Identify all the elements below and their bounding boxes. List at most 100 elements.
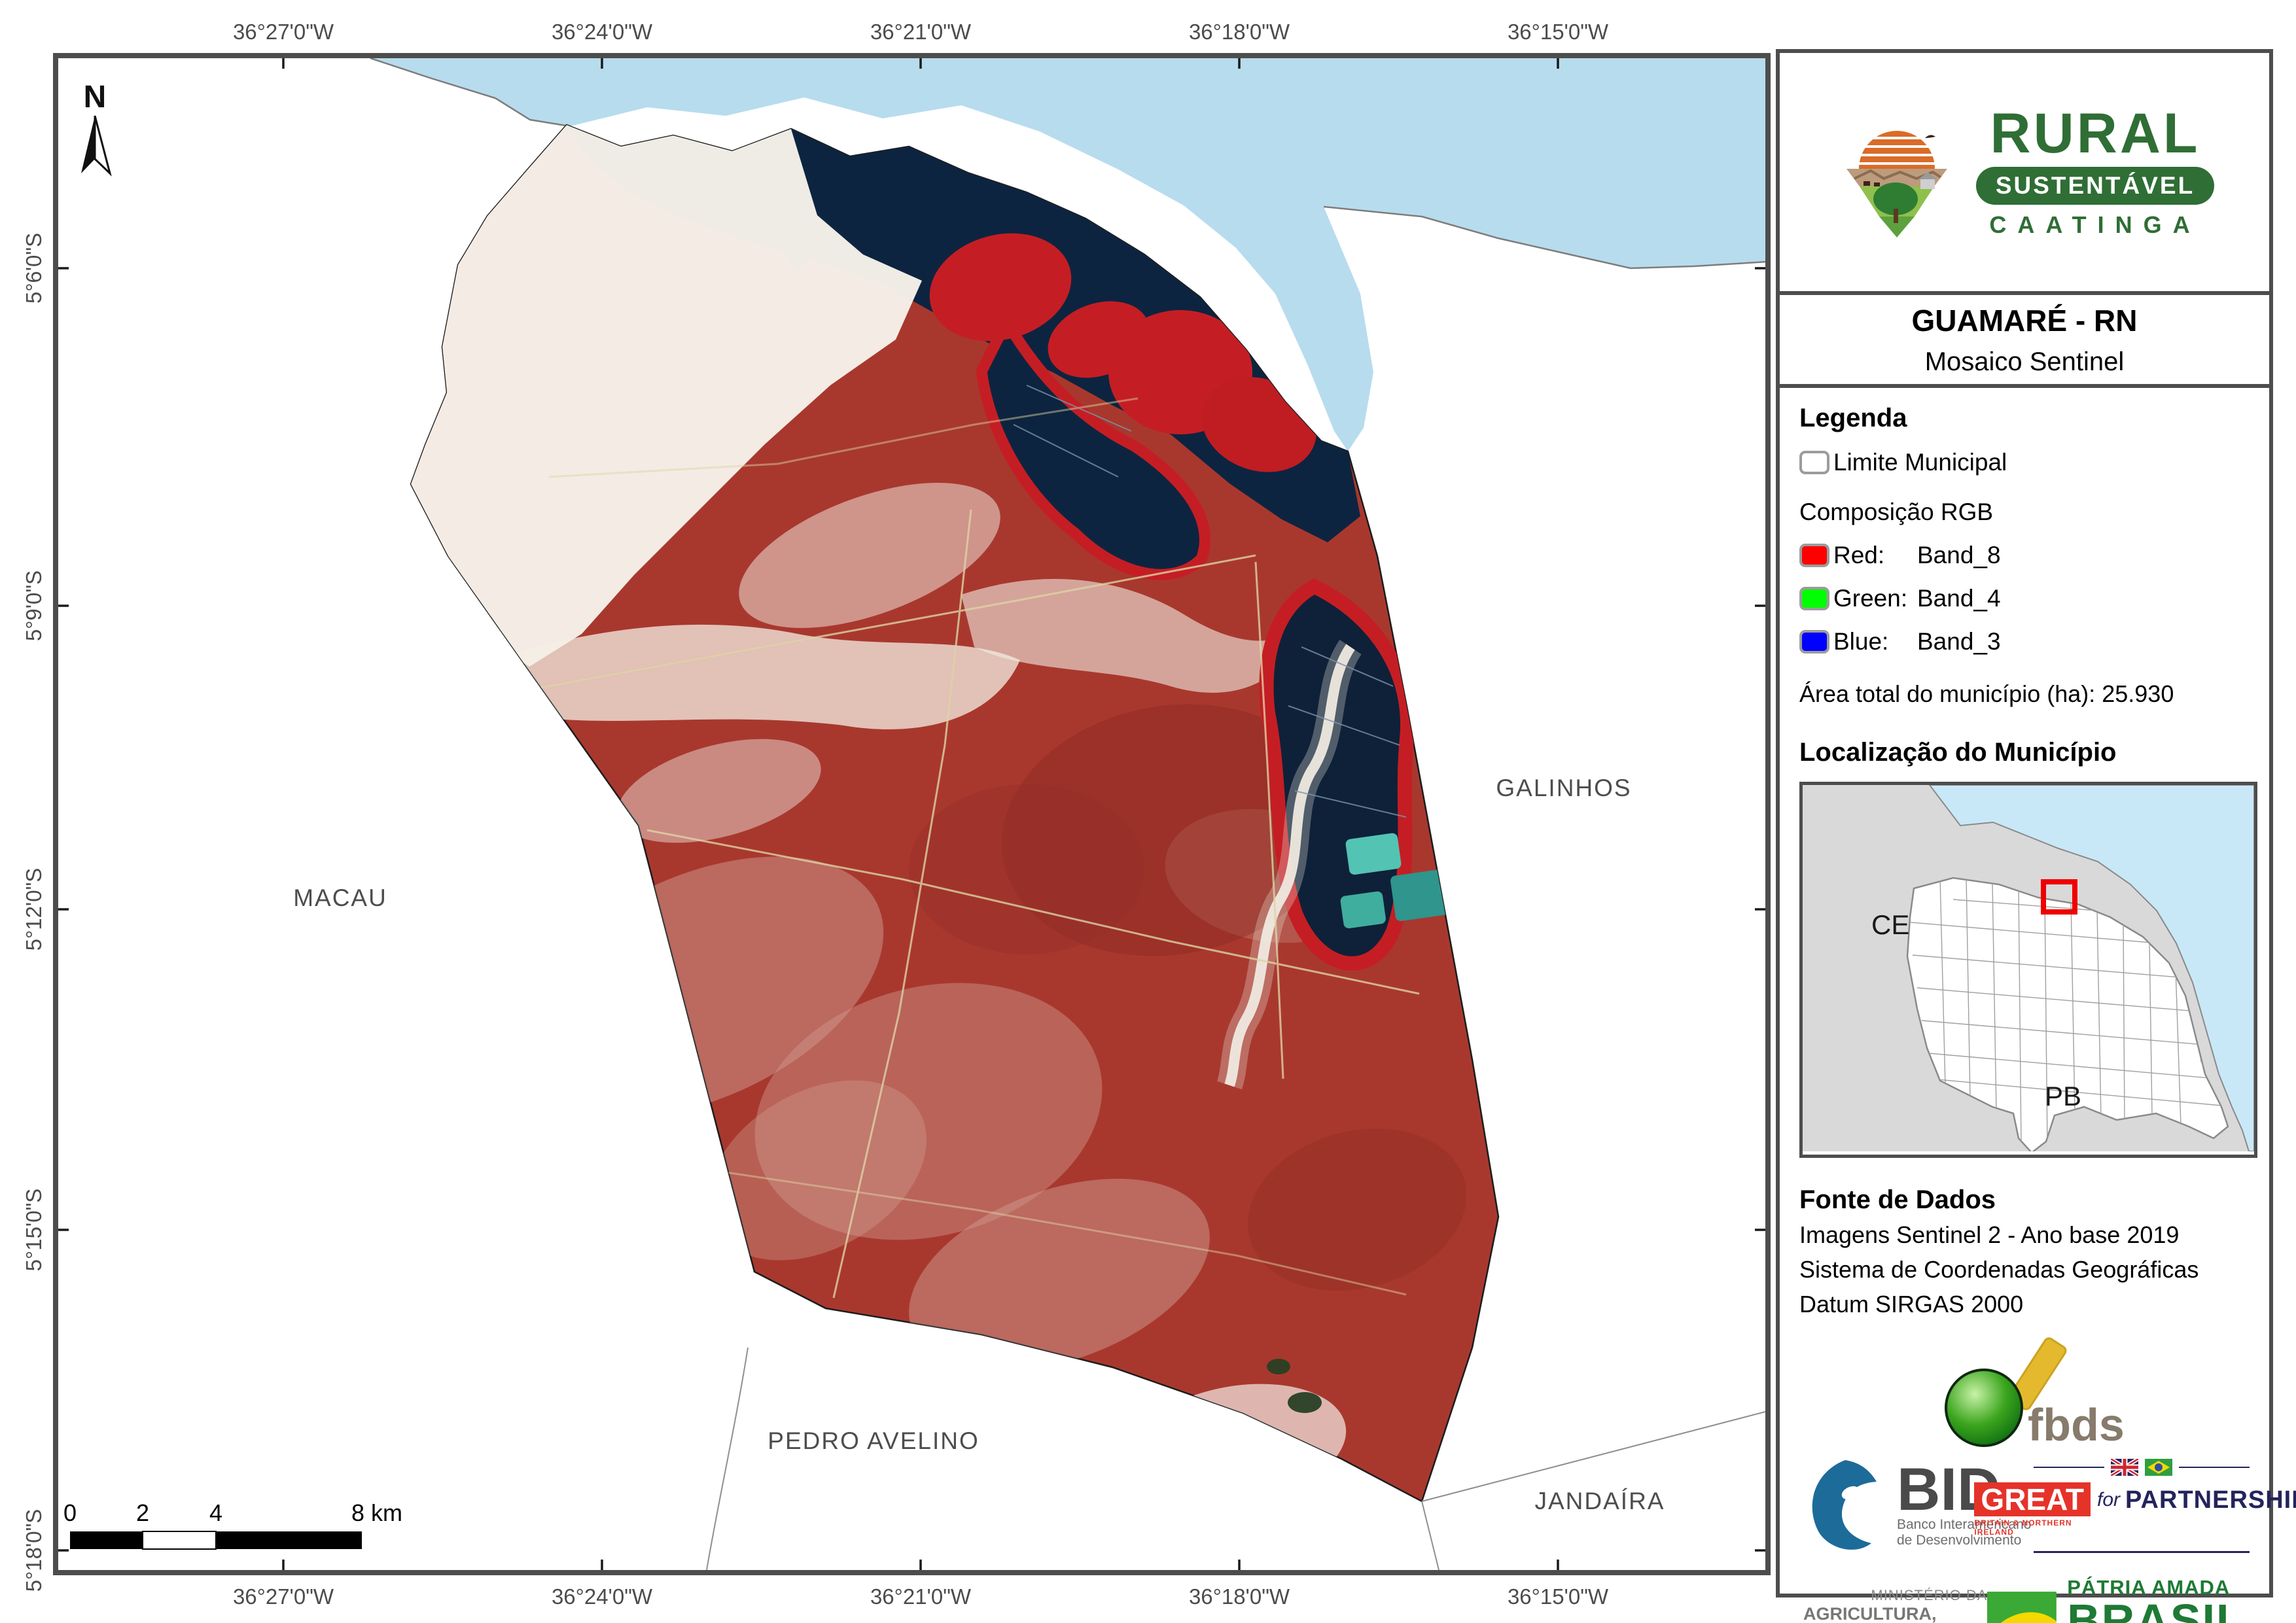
ministry-line-2: AGRICULTURA, PECUÁRIA [1803,1604,1937,1623]
scale-tick-4: 4 [209,1499,222,1526]
main-map-canvas: MACAU GALINHOS PEDRO AVELINO JANDAÍRA N … [53,53,1771,1575]
inset-highlight-guamare [2041,879,2077,915]
place-label-galinhos: GALINHOS [1496,775,1631,801]
blue-band-swatch [1799,630,1829,654]
source-line-2: Sistema de Coordenadas Geográficas [1799,1256,2199,1283]
place-label-jandaira: JANDAÍRA [1535,1488,1665,1514]
limite-municipal-label: Limite Municipal [1833,449,2007,476]
lon-label-top-3: 36°21'0"W [870,20,972,44]
lat-label-1: 5°6'0"S [22,232,46,304]
legend-heading: Legenda [1799,404,1907,432]
coastline [370,58,1765,270]
bid-logo-icon [1812,1460,1877,1550]
bid-sub-1: Banco Interamericano [1897,1517,2032,1533]
great-main: GREAT BRITAIN & NORTHERN IRELAND for PAR… [1974,1482,2296,1537]
place-label-pedro-avelino: PEDRO AVELINO [768,1427,979,1454]
north-arrow-icon: N [81,80,112,177]
brasil-line-1: PÁTRIA AMADA [2067,1576,2231,1599]
limite-municipal-swatch [1799,451,1829,474]
scale-tick-0: 0 [63,1499,77,1526]
green-band-swatch [1799,587,1829,610]
patria-amada-brasil-logo: PÁTRIA AMADA BRASIL GOVERNO FEDERAL [1987,1577,2250,1623]
brasil-line-2: BRASIL [2067,1595,2246,1623]
scale-tick-2: 2 [136,1499,149,1526]
lon-label-top-5: 36°15'0"W [1507,20,1609,44]
brazil-flag-icon [2145,1458,2172,1476]
lon-label-bottom-4: 36°18'0"W [1188,1584,1290,1609]
lat-label-2: 5°9'0"S [22,570,46,642]
rgb-composition-heading: Composição RGB [1799,498,1994,525]
location-inset-map: CE PB [1799,782,2257,1158]
municipal-boundary-lines [706,1347,1765,1570]
lat-label-3: 5°12'0"S [22,867,46,951]
blue-band-label: Blue: [1833,628,1889,655]
great-wordmark: GREAT [1974,1482,2091,1517]
fbds-logo-icon: fbds [1945,1337,2123,1450]
blue-band-value: Band_3 [1917,628,2001,655]
green-band-label: Green: [1833,585,1908,612]
flag-rule-right [2179,1466,2250,1468]
brasil-flag-block-icon [1987,1591,2057,1623]
lon-label-top-2: 36°24'0"W [551,20,653,44]
brand-rural: RURAL [1990,102,2200,165]
location-heading: Localização do Município [1799,738,2117,767]
lat-label-5: 5°18'0"S [22,1509,46,1592]
great-partnership-word: PARTNERSHIP [2125,1486,2296,1514]
source-line-3: Datum SIRGAS 2000 [1799,1291,2024,1318]
scale-tick-8km: 8 km [351,1499,402,1526]
great-flags [2034,1458,2250,1476]
brand-sustentavel: SUSTENTÁVEL [1975,167,2215,205]
layout-side-panel: RURAL SUSTENTÁVEL CAATINGA GUAMARÉ - RN … [1776,49,2296,1623]
legend-item-blue: Blue: Band_3 [1799,628,2250,655]
inset-municipality-lines [1910,878,2228,1145]
brasil-text: PÁTRIA AMADA BRASIL GOVERNO FEDERAL [2067,1577,2250,1623]
lon-label-bottom-1: 36°27'0"W [232,1584,334,1609]
lon-label-bottom-5: 36°15'0"W [1507,1584,1609,1609]
great-for-word: for [2097,1488,2121,1510]
bid-sub-2: de Desenvolvimento [1897,1533,2022,1548]
great-bottom-rule [2034,1551,2250,1554]
ocean-area [370,58,1765,451]
flag-rule-left [2034,1466,2104,1468]
lat-label-4: 5°15'0"S [22,1188,46,1272]
north-arrow-label: N [84,80,107,114]
map-title: GUAMARÉ - RN [1911,303,2138,338]
panel-content: Legenda Limite Municipal Composição RGB … [1780,388,2296,1623]
legend-item-green: Green: Band_4 [1799,585,2250,612]
fbds-wordmark: fbds [2028,1399,2123,1450]
inset-label-pb: PB [2045,1081,2081,1111]
ministry-line-1: MINISTÉRIO DA [1871,1587,1988,1603]
map-title-box: GUAMARÉ - RN Mosaico Sentinel [1780,295,2269,388]
graticule-ticks [58,58,1765,1570]
great-partnership-logo: GREAT BRITAIN & NORTHERN IRELAND for PAR… [1974,1458,2296,1554]
lon-label-bottom-2: 36°24'0"W [551,1584,653,1609]
map-subtitle: Mosaico Sentinel [1924,347,2125,376]
program-logo-box: RURAL SUSTENTÁVEL CAATINGA [1780,53,2269,295]
program-logo-text: RURAL SUSTENTÁVEL CAATINGA [1975,102,2215,239]
rural-sustentavel-icon [1846,130,1947,237]
red-band-swatch [1799,544,1829,567]
scale-bar: 0 2 4 8 km [63,1499,402,1550]
legend-item-red: Red: Band_8 [1799,542,2250,569]
source-heading: Fonte de Dados [1799,1185,1996,1214]
inset-map-svg: CE PB [1803,784,2255,1154]
inset-label-ce: CE [1871,909,1909,940]
map-svg: MACAU GALINHOS PEDRO AVELINO JANDAÍRA N … [58,58,1765,1570]
legend-item-limite: Limite Municipal [1799,449,2250,476]
sentinel-mosaic-texture [411,125,1467,1501]
great-sub-text: BRITAIN & NORTHERN IRELAND [1974,1518,2072,1537]
red-band-value: Band_8 [1917,542,2001,568]
fbds-logo: fbds [1799,1336,2250,1450]
source-line-1: Imagens Sentinel 2 - Ano base 2019 [1799,1221,2180,1248]
red-band-label: Red: [1833,542,1885,568]
green-band-value: Band_4 [1917,585,2001,612]
lon-label-top-4: 36°18'0"W [1188,20,1290,44]
lon-label-top-1: 36°27'0"W [232,20,334,44]
place-label-macau: MACAU [293,884,387,911]
total-area-text: Área total do município (ha): 25.930 [1799,680,2174,707]
partner-logos-row: BID Banco Interamericano de Desenvolvime… [1799,1457,2296,1555]
ministry-logo-text: MINISTÉRIO DA AGRICULTURA, PECUÁRIA E AB… [1803,1587,1987,1623]
uk-flag-icon [2111,1458,2138,1476]
brand-caatinga: CAATINGA [1989,211,2201,238]
